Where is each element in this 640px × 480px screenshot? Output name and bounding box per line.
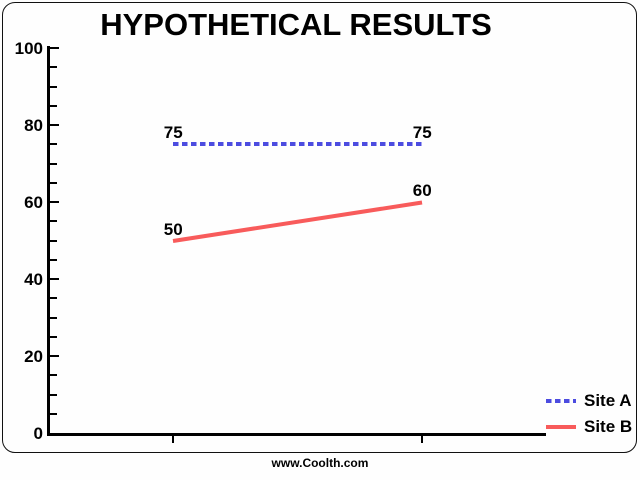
y-axis-minor-tick <box>49 316 57 319</box>
legend-label-site-a: Site A <box>584 391 632 410</box>
data-point-label: 75 <box>412 123 432 143</box>
y-axis-minor-tick <box>49 104 57 107</box>
y-axis-tick-label: 20 <box>24 347 43 366</box>
y-axis-minor-tick <box>49 374 57 377</box>
y-axis-tick-label: 60 <box>24 193 43 212</box>
legend-item-site-a: Site A <box>546 388 632 414</box>
y-axis-minor-tick <box>49 66 57 69</box>
y-axis-major-tick <box>49 278 59 280</box>
y-axis-tick-label: 0 <box>33 424 43 443</box>
y-axis-minor-tick <box>49 162 57 165</box>
y-axis-major-tick <box>49 47 59 49</box>
y-axis-tick-label: 100 <box>14 39 43 58</box>
site-b-solid-line-swatch <box>546 425 576 429</box>
y-axis-tick-label: 80 <box>24 116 43 135</box>
y-axis-minor-tick <box>49 393 57 396</box>
y-axis-minor-tick <box>49 297 57 300</box>
footer-website-text: www.Coolth.com <box>271 456 369 470</box>
y-axis-line <box>47 46 50 434</box>
site-a-dashed-line-swatch <box>546 399 576 403</box>
y-axis-minor-tick <box>49 239 57 242</box>
y-axis-major-tick <box>49 124 59 126</box>
x-axis-line <box>47 433 546 436</box>
y-axis-minor-tick <box>49 220 57 223</box>
y-axis-major-tick <box>49 355 59 357</box>
legend-item-site-b: Site B <box>546 414 632 440</box>
y-axis-minor-tick <box>49 143 57 146</box>
y-axis-minor-tick <box>49 258 57 261</box>
x-axis-tick <box>172 436 175 443</box>
y-axis-tick-label: 40 <box>24 270 43 289</box>
legend: Site A Site B <box>546 388 632 440</box>
legend-label-site-b: Site B <box>584 417 633 436</box>
chart-title: HYPOTHETICAL RESULTS <box>100 7 492 42</box>
rounded-border-frame <box>2 2 637 453</box>
y-axis-minor-tick <box>49 85 57 88</box>
y-axis-minor-tick <box>49 335 57 338</box>
data-point-label: 75 <box>163 123 183 143</box>
data-point-label: 50 <box>163 219 183 239</box>
x-axis-tick <box>421 436 424 443</box>
y-axis-minor-tick <box>49 412 57 415</box>
data-point-label: 60 <box>412 181 432 200</box>
y-axis-minor-tick <box>49 181 57 184</box>
series-line-site-a <box>173 142 423 147</box>
y-axis-major-tick <box>49 201 59 203</box>
